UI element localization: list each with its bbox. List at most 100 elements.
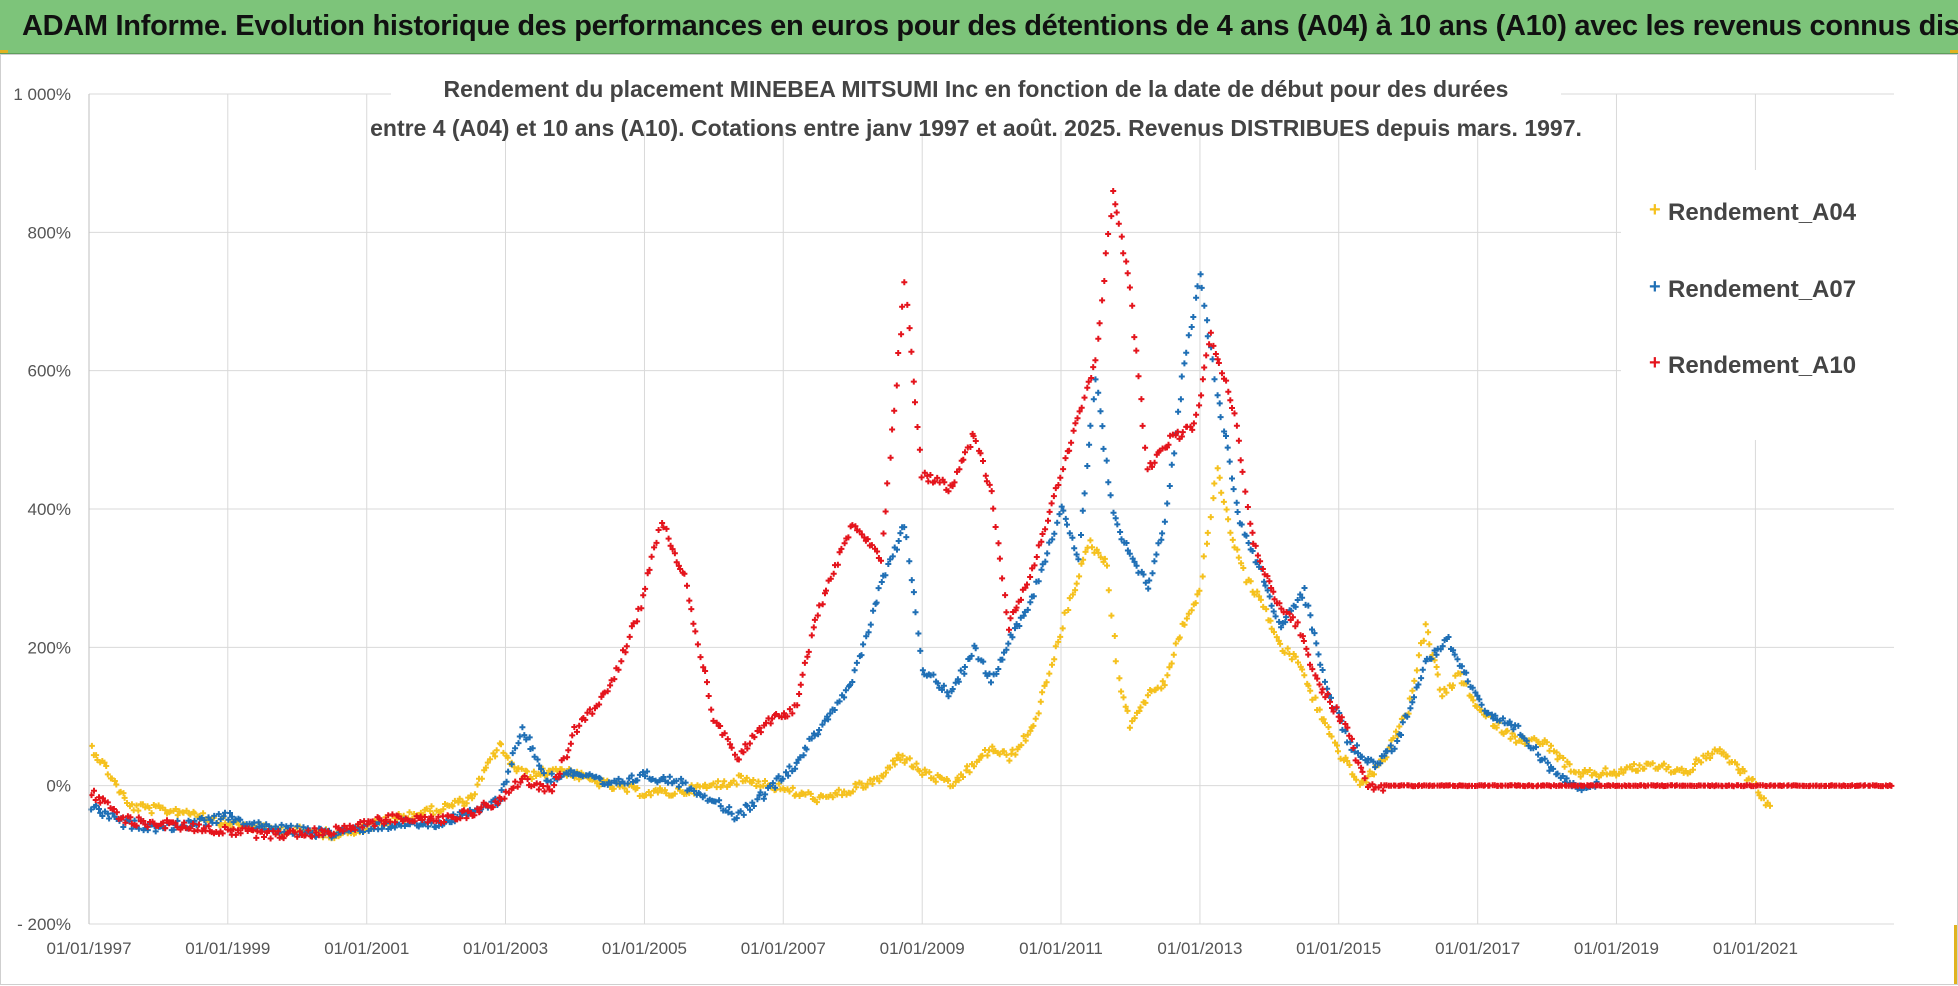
point-Rendement_A07 [1188, 324, 1195, 330]
point-Rendement_A07 [1099, 423, 1106, 430]
point-Rendement_A07 [803, 746, 810, 753]
point-Rendement_A10 [133, 822, 140, 829]
point-Rendement_A10 [389, 811, 396, 818]
point-Rendement_A10 [861, 534, 868, 541]
point-Rendement_A07 [821, 717, 828, 724]
point-Rendement_A10 [827, 575, 834, 582]
point-Rendement_A07 [1181, 360, 1188, 367]
point-Rendement_A07 [757, 789, 764, 796]
point-Rendement_A07 [1183, 349, 1190, 356]
point-Rendement_A10 [544, 783, 551, 790]
point-Rendement_A10 [1105, 231, 1112, 237]
point-Rendement_A07 [1073, 551, 1080, 558]
point-Rendement_A07 [1223, 433, 1229, 439]
point-Rendement_A10 [646, 566, 653, 573]
point-Rendement_A07 [1351, 748, 1358, 755]
point-Rendement_A04 [1254, 588, 1261, 595]
point-Rendement_A07 [930, 671, 937, 678]
point-Rendement_A07 [512, 745, 519, 752]
point-Rendement_A07 [858, 652, 865, 659]
point-Rendement_A07 [505, 768, 512, 775]
point-Rendement_A04 [596, 783, 603, 790]
point-Rendement_A04 [544, 771, 551, 778]
point-Rendement_A10 [253, 834, 260, 841]
point-Rendement_A10 [1346, 732, 1353, 739]
point-Rendement_A04 [862, 784, 869, 791]
point-Rendement_A07 [1485, 709, 1492, 716]
point-Rendement_A10 [457, 815, 464, 822]
point-Rendement_A10 [474, 805, 481, 812]
point-Rendement_A04 [1176, 634, 1183, 641]
point-Rendement_A10 [302, 832, 309, 839]
point-Rendement_A04 [139, 801, 146, 808]
point-Rendement_A07 [1166, 483, 1173, 489]
point-Rendement_A04 [743, 774, 750, 781]
point-Rendement_A10 [690, 620, 697, 627]
point-Rendement_A07 [1238, 521, 1245, 528]
point-Rendement_A10 [918, 474, 925, 481]
point-Rendement_A04 [1027, 727, 1034, 734]
point-Rendement_A10 [607, 682, 614, 689]
point-Rendement_A04 [1599, 769, 1606, 776]
point-Rendement_A07 [737, 808, 744, 815]
point-Rendement_A10 [1361, 775, 1368, 782]
point-Rendement_A04 [906, 755, 913, 762]
point-Rendement_A04 [1267, 617, 1274, 624]
point-Rendement_A07 [624, 780, 631, 787]
point-Rendement_A04 [930, 775, 937, 782]
point-Rendement_A07 [1056, 511, 1063, 518]
point-Rendement_A10 [1199, 376, 1206, 383]
point-Rendement_A07 [831, 707, 838, 713]
point-Rendement_A04 [478, 775, 485, 782]
point-Rendement_A04 [1196, 587, 1203, 594]
point-Rendement_A04 [1707, 755, 1714, 761]
point-Rendement_A07 [762, 791, 769, 798]
point-Rendement_A07 [521, 732, 528, 739]
point-Rendement_A10 [700, 664, 707, 671]
point-Rendement_A07 [749, 799, 756, 806]
point-Rendement_A10 [995, 540, 1002, 547]
point-Rendement_A10 [1048, 500, 1055, 507]
point-Rendement_A07 [1161, 518, 1168, 525]
point-Rendement_A04 [1059, 625, 1066, 632]
point-Rendement_A10 [1276, 600, 1283, 607]
point-Rendement_A10 [476, 809, 483, 816]
point-Rendement_A04 [1183, 615, 1190, 622]
point-Rendement_A07 [691, 788, 698, 794]
point-Rendement_A04 [1631, 761, 1637, 768]
point-Rendement_A04 [406, 809, 413, 816]
point-Rendement_A10 [1151, 459, 1158, 466]
point-Rendement_A07 [1311, 630, 1318, 637]
point-Rendement_A07 [120, 824, 127, 830]
point-Rendement_A04 [172, 806, 179, 812]
point-Rendement_A10 [651, 544, 658, 551]
point-Rendement_A04 [1698, 759, 1705, 766]
point-Rendement_A10 [906, 325, 913, 332]
point-Rendement_A10 [1198, 392, 1205, 399]
point-Rendement_A04 [187, 811, 194, 818]
point-Rendement_A04 [1363, 779, 1370, 786]
point-Rendement_A10 [1123, 258, 1130, 265]
point-Rendement_A10 [622, 649, 629, 656]
point-Rendement_A07 [152, 828, 159, 835]
point-Rendement_A04 [733, 781, 740, 788]
point-Rendement_A07 [1175, 408, 1182, 415]
x-tick-label: 01/01/2011 [1019, 939, 1103, 958]
point-Rendement_A07 [906, 558, 913, 565]
point-Rendement_A07 [897, 530, 904, 537]
point-Rendement_A10 [584, 709, 591, 716]
point-Rendement_A10 [1330, 708, 1337, 715]
point-Rendement_A04 [1611, 768, 1618, 775]
point-Rendement_A07 [1278, 624, 1285, 631]
point-Rendement_A04 [1295, 659, 1301, 666]
point-Rendement_A07 [1100, 445, 1107, 452]
point-Rendement_A10 [339, 828, 346, 835]
point-Rendement_A04 [121, 794, 128, 801]
point-Rendement_A07 [1297, 591, 1304, 598]
point-Rendement_A07 [1224, 444, 1231, 451]
point-Rendement_A07 [836, 698, 843, 705]
point-Rendement_A04 [1299, 666, 1306, 673]
point-Rendement_A04 [1273, 634, 1280, 641]
point-Rendement_A10 [819, 601, 826, 608]
point-Rendement_A10 [808, 632, 815, 639]
